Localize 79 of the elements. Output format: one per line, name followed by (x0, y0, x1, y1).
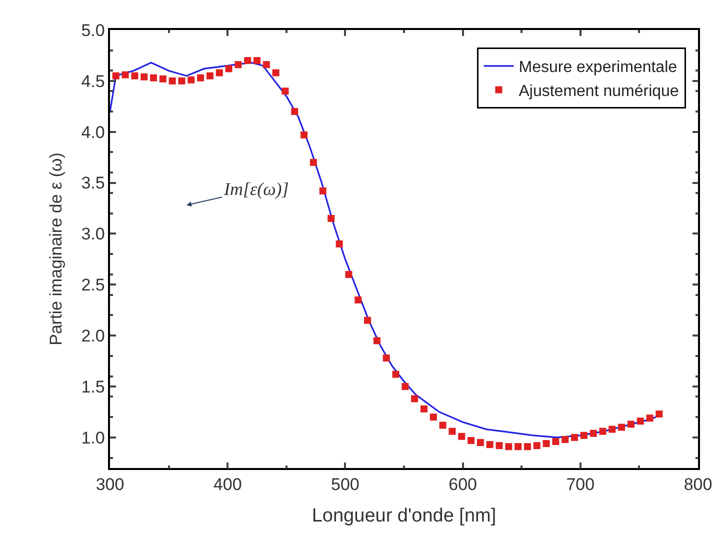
point (300, 131, 308, 138)
point (627, 420, 634, 428)
x-tick-label: 800 (684, 475, 712, 494)
point (562, 436, 569, 443)
point (430, 414, 437, 421)
point (262, 61, 270, 68)
y-tick-label: 4.0 (81, 122, 105, 142)
point (206, 72, 214, 80)
x-tick-label: 300 (96, 475, 124, 494)
point (364, 316, 372, 324)
point (656, 410, 663, 418)
legend-label: Mesure experimentale (518, 59, 678, 76)
x-tick-label: 700 (566, 475, 595, 494)
point (354, 296, 362, 304)
point (319, 187, 326, 194)
point (178, 77, 186, 84)
point (336, 240, 343, 248)
point (150, 74, 158, 82)
point (197, 74, 204, 82)
point (122, 71, 129, 78)
point (244, 57, 252, 64)
point (291, 108, 298, 115)
y-tick-label: 3.0 (81, 224, 105, 244)
point (420, 405, 428, 412)
point (618, 424, 626, 431)
y-tick-label: 2.0 (81, 326, 105, 346)
point (345, 270, 352, 278)
point (476, 439, 484, 446)
point (533, 442, 540, 450)
x-axis-title: Longueur d'onde [nm] (312, 505, 496, 526)
point (571, 434, 578, 441)
y-tick-label: 1.5 (81, 377, 105, 396)
point (608, 426, 616, 433)
point (402, 383, 409, 390)
point (282, 88, 289, 95)
x-tick-label: 400 (213, 475, 242, 494)
y-tick-label: 3.5 (81, 174, 105, 193)
point (272, 69, 280, 76)
point (131, 72, 138, 80)
y-tick-label: 4.5 (81, 72, 105, 91)
annotation: Im[ε(ω)] (223, 179, 289, 199)
point (216, 69, 223, 76)
y-tick-label: 5.0 (81, 20, 105, 40)
point (310, 158, 317, 166)
point (458, 432, 466, 440)
point (542, 440, 550, 448)
point (225, 65, 232, 72)
point (590, 430, 597, 437)
point (552, 438, 560, 446)
x-tick-label: 600 (448, 475, 477, 494)
point (392, 370, 400, 378)
point (328, 214, 335, 222)
point (580, 432, 588, 439)
point (636, 418, 644, 425)
point (646, 414, 654, 422)
point (188, 76, 195, 84)
point (524, 443, 531, 450)
point (411, 395, 418, 402)
point (382, 354, 390, 362)
x-tick-label: 500 (331, 475, 360, 494)
legend-label: Ajustement numérique (518, 82, 679, 100)
point (468, 437, 475, 444)
point (448, 428, 456, 435)
point (505, 443, 512, 450)
y-tick-label: 2.5 (81, 276, 105, 295)
point (599, 428, 606, 435)
point (234, 61, 242, 68)
point (486, 441, 494, 448)
point (168, 77, 176, 84)
y-tick-label: 1.0 (81, 428, 105, 448)
point (112, 72, 120, 80)
point (514, 443, 522, 450)
point (496, 442, 503, 450)
point (439, 422, 446, 429)
point (373, 337, 380, 344)
point (140, 73, 148, 80)
point (159, 75, 166, 82)
point (254, 57, 260, 64)
y-axis-title: Partie imaginaire de ε (ω) (46, 152, 66, 346)
